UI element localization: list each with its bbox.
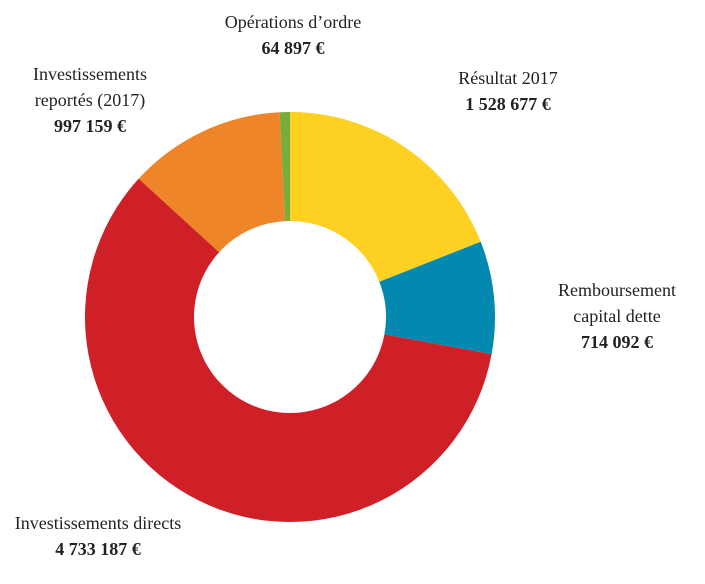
- value-label: 714 092 €: [581, 332, 653, 352]
- slice-label: Investissements directs 4 733 187 €: [13, 510, 183, 562]
- category-name: Remboursement capital dette: [558, 280, 676, 326]
- slice-label: Remboursement capital dette 714 092 €: [532, 277, 702, 355]
- donut-slice: [138, 112, 286, 253]
- slice-label: Résultat 2017 1 528 677 €: [423, 65, 593, 117]
- value-label: 64 897 €: [261, 38, 325, 58]
- slice-label: Investissements reportés (2017) 997 159 €: [5, 61, 175, 139]
- category-name: Opérations d’ordre: [224, 12, 362, 32]
- value-label: 997 159 €: [54, 116, 126, 136]
- category-name: Investissements reportés (2017): [33, 64, 147, 110]
- value-label: 1 528 677 €: [465, 94, 551, 114]
- slice-label: Opérations d’ordre 64 897 €: [225, 9, 361, 61]
- category-name: Investissements directs: [14, 513, 182, 533]
- donut-slice: [85, 178, 492, 522]
- value-label: 4 733 187 €: [55, 539, 141, 559]
- donut-slice: [290, 112, 481, 282]
- donut-slice: [279, 112, 290, 222]
- category-name: Résultat 2017: [458, 68, 558, 88]
- donut-slice: [379, 241, 495, 355]
